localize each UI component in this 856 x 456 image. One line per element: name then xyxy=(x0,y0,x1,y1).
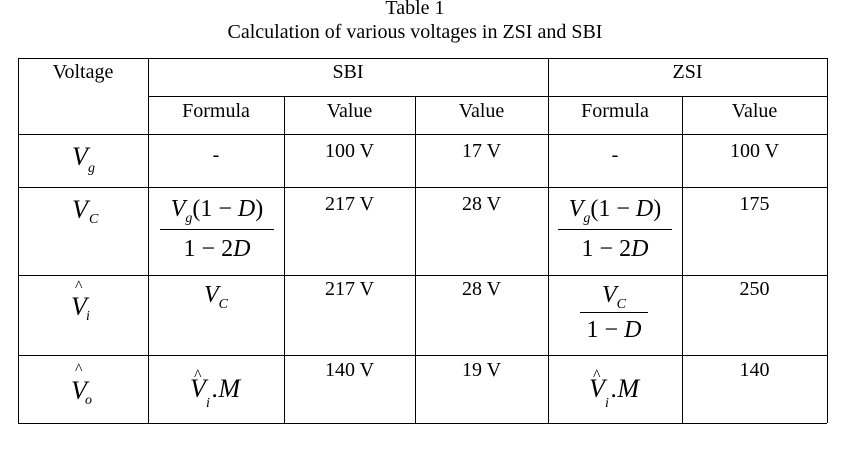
sbi-formula: ^ V i .M xyxy=(190,367,241,411)
zsi-formula: ^ V i .M xyxy=(589,367,640,411)
voltage-symbol: V xyxy=(71,376,87,405)
voltage-subscript: g xyxy=(88,161,95,176)
table-title: Calculation of various voltages in ZSI a… xyxy=(227,21,603,43)
header-sbi-value-2: Value xyxy=(458,100,505,122)
table-bottom-border xyxy=(18,423,827,424)
fraction-numerator: Vg(1 − D) xyxy=(568,196,662,226)
voltage-symbol: V xyxy=(72,142,88,171)
zsi-formula-fraction: Vg(1 − D) 1 − 2D xyxy=(558,192,672,272)
zsi-formula-fraction: VC 1 − D xyxy=(580,279,648,351)
row-divider xyxy=(18,134,827,135)
fraction-bar xyxy=(580,312,648,313)
header-sbi: SBI xyxy=(332,61,364,83)
header-divider xyxy=(148,96,827,97)
voltage-symbol: V xyxy=(72,195,88,224)
table-right-border xyxy=(827,58,828,423)
zsi-value: 100 V xyxy=(729,140,780,162)
sbi-value-2: 19 V xyxy=(461,359,502,381)
sbi-value-2: 28 V xyxy=(461,278,502,300)
zsi-value: 140 xyxy=(739,359,770,381)
voltage-symbol: V xyxy=(71,292,87,321)
header-sbi-value-1: Value xyxy=(326,100,373,122)
column-divider xyxy=(284,96,285,423)
row-divider xyxy=(18,355,827,356)
zsi-formula: - xyxy=(611,144,619,166)
fraction-numerator: VC xyxy=(601,282,626,312)
sbi-value-2: 17 V xyxy=(461,140,502,162)
fraction-denominator: 1 − 2D xyxy=(581,236,649,262)
voltage-subscript: i xyxy=(86,309,90,324)
header-zsi-formula: Formula xyxy=(581,100,649,122)
sbi-formula: - xyxy=(212,144,220,166)
hat-accent: ^ xyxy=(75,278,83,295)
sbi-value-1: 140 V xyxy=(324,359,375,381)
sbi-value-1: 100 V xyxy=(324,140,375,162)
hat-accent: ^ xyxy=(75,361,83,378)
zsi-value: 175 xyxy=(739,193,770,215)
voltage-subscript: o xyxy=(85,393,92,408)
fraction-denominator: 1 − D xyxy=(586,317,642,343)
column-divider xyxy=(148,58,149,423)
sbi-value-1: 217 V xyxy=(324,193,375,215)
sbi-formula-fraction: Vg(1 − D) 1 − 2D xyxy=(160,192,274,272)
header-zsi: ZSI xyxy=(672,61,703,83)
sbi-value-1: 217 V xyxy=(324,278,375,300)
row-divider xyxy=(18,275,827,276)
fraction-denominator: 1 − 2D xyxy=(183,236,251,262)
header-sbi-formula: Formula xyxy=(182,100,250,122)
row-divider xyxy=(18,187,827,188)
column-divider xyxy=(415,96,416,423)
voltage-subscript: C xyxy=(89,212,99,227)
fraction-numerator: Vg(1 − D) xyxy=(170,196,264,226)
header-zsi-value: Value xyxy=(731,100,778,122)
fraction-bar xyxy=(558,229,672,230)
table-top-border xyxy=(18,58,827,59)
sbi-formula: VC xyxy=(203,282,228,312)
fraction-bar xyxy=(160,229,274,230)
sbi-value-2: 28 V xyxy=(461,193,502,215)
header-voltage: Voltage xyxy=(52,61,114,83)
table-left-border xyxy=(18,58,19,423)
column-divider xyxy=(682,96,683,423)
column-divider xyxy=(548,58,549,423)
table-label: Table 1 xyxy=(385,0,445,19)
zsi-value: 250 xyxy=(739,278,770,300)
